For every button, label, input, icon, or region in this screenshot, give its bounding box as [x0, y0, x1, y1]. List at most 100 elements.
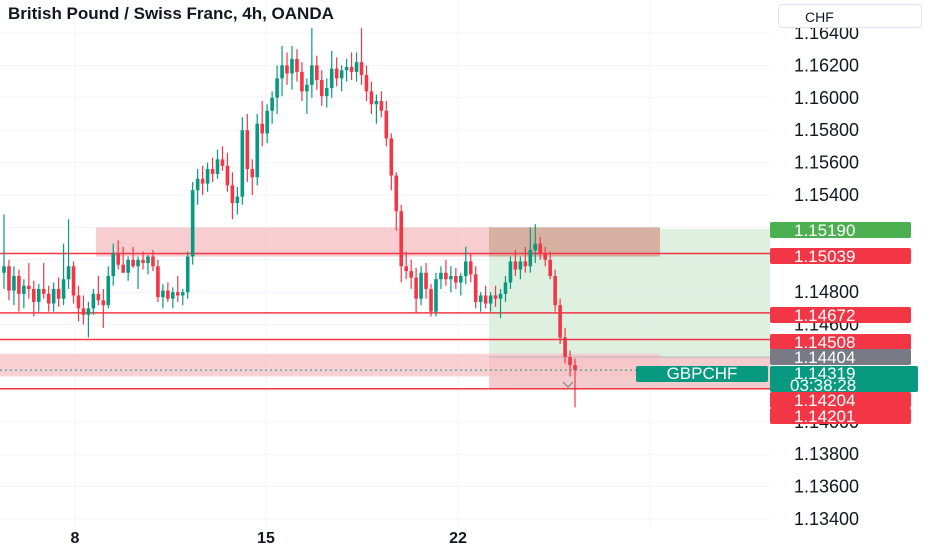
- candle: [444, 259, 448, 286]
- candle: [463, 246, 468, 285]
- candle: [310, 28, 314, 98]
- candle: [250, 159, 255, 195]
- date-tick: 15: [257, 530, 275, 547]
- candle-body: [503, 282, 508, 294]
- tag-bg: [770, 334, 911, 350]
- candle: [364, 65, 369, 102]
- candle: [424, 263, 428, 299]
- overlap-zone: [489, 227, 660, 257]
- price-tick: 1.14800: [794, 282, 859, 302]
- candle-body: [131, 259, 135, 267]
- candle-body: [166, 290, 170, 299]
- candle-body: [171, 292, 175, 299]
- candle-body: [235, 196, 240, 204]
- candle-body: [280, 65, 284, 79]
- candle-body: [513, 261, 518, 270]
- candle: [66, 219, 71, 289]
- candle-body: [250, 169, 255, 178]
- candle-body: [310, 65, 314, 85]
- candle-body: [483, 295, 488, 304]
- time-axis[interactable]: 8 15 22: [71, 530, 467, 547]
- candle: [285, 52, 289, 85]
- candle-body: [543, 253, 548, 260]
- candle-body: [354, 62, 359, 72]
- candle: [91, 288, 96, 315]
- candle: [573, 358, 577, 408]
- candle-body: [225, 165, 230, 186]
- candle: [468, 253, 473, 283]
- candle-body: [419, 272, 423, 299]
- tag-text: 1.14204: [794, 391, 855, 410]
- level-lines: [0, 252, 770, 390]
- price-axis[interactable]: 1.16400 1.16200 1.16000 1.15800 1.15600 1.154…: [794, 23, 859, 529]
- candle-body: [478, 295, 483, 302]
- candle: [240, 117, 245, 205]
- candle-body: [161, 290, 165, 298]
- candle: [409, 259, 413, 289]
- tag-text: 1.14508: [794, 333, 855, 352]
- candle-body: [22, 285, 26, 294]
- candle-body: [334, 68, 339, 79]
- candle: [76, 285, 81, 322]
- candle: [200, 165, 205, 195]
- candle: [2, 214, 6, 289]
- candle: [46, 285, 51, 312]
- candle-body: [61, 279, 66, 299]
- candle-body: [329, 68, 334, 89]
- date-tick: 22: [449, 530, 467, 547]
- candle-body: [463, 261, 468, 276]
- candle: [146, 254, 150, 275]
- candle: [290, 45, 294, 90]
- candle-body: [394, 175, 399, 212]
- price-tick: 1.16400: [794, 23, 859, 43]
- price-tick: 1.15800: [794, 120, 859, 140]
- candle-body: [349, 67, 354, 72]
- candle-body: [136, 259, 140, 267]
- candle: [161, 284, 165, 309]
- candle-body: [429, 288, 433, 312]
- candle-body: [339, 70, 344, 79]
- candle-body: [175, 292, 180, 296]
- candle-body: [444, 272, 448, 280]
- candle-body: [548, 259, 552, 276]
- candle-body: [563, 337, 567, 357]
- candle-body: [141, 259, 145, 264]
- candle: [399, 204, 404, 283]
- candle: [166, 282, 170, 302]
- candle-body: [111, 253, 116, 276]
- candle: [260, 101, 264, 147]
- candle: [41, 263, 46, 299]
- candle-body: [151, 256, 155, 267]
- candle: [295, 49, 299, 82]
- candle-body: [488, 295, 493, 304]
- candle: [22, 279, 26, 309]
- candle-body: [414, 277, 418, 299]
- candle: [319, 70, 324, 106]
- currency-button[interactable]: CHF: [778, 4, 922, 28]
- candle-body: [324, 88, 329, 97]
- candle: [459, 272, 463, 296]
- candle-body: [454, 276, 458, 283]
- candle: [156, 259, 160, 302]
- candle-body: [36, 288, 41, 302]
- price-tag: 1.15039: [770, 247, 911, 266]
- candle-body: [533, 243, 538, 251]
- candle-body: [220, 159, 225, 166]
- candle: [185, 251, 190, 299]
- candle-body: [434, 279, 438, 312]
- candle: [86, 301, 91, 338]
- candle-body: [240, 130, 245, 197]
- candle: [300, 62, 304, 102]
- candle: [339, 65, 344, 92]
- candle: [389, 133, 394, 191]
- candle-body: [374, 101, 379, 105]
- candle-body: [439, 272, 443, 280]
- candle-body: [473, 274, 478, 302]
- candle: [414, 267, 418, 314]
- zones: [0, 227, 770, 390]
- candle: [349, 52, 354, 80]
- candle: [508, 256, 513, 289]
- countdown: 03:38:28: [790, 376, 856, 395]
- candle: [543, 246, 548, 267]
